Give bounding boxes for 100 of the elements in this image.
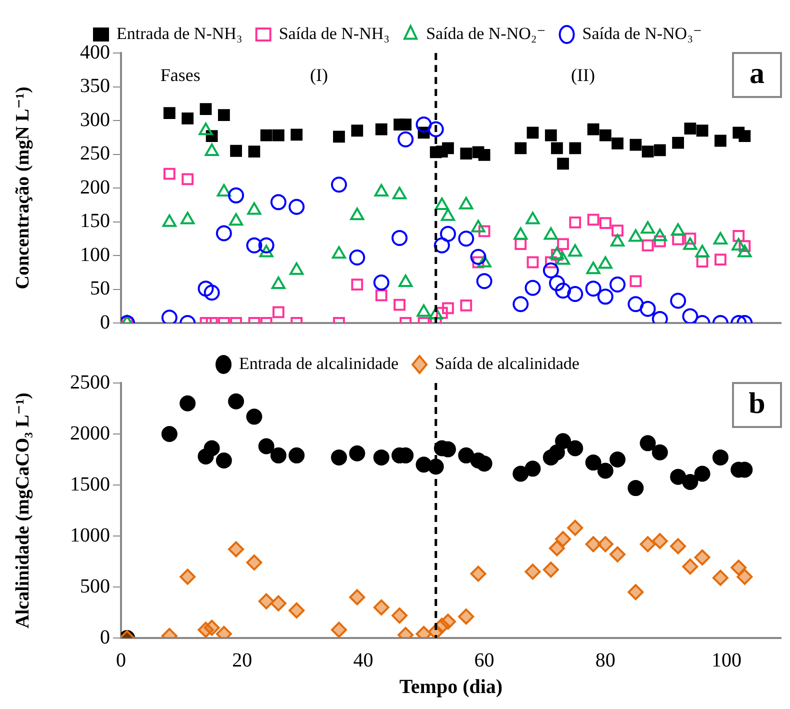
point: [459, 196, 474, 210]
point: [259, 244, 274, 258]
point: [654, 144, 666, 156]
annotation: a: [750, 56, 764, 90]
point: [218, 109, 230, 122]
point: [204, 620, 220, 636]
point: [671, 223, 686, 236]
point: [392, 608, 408, 624]
point: [162, 214, 177, 227]
point: [597, 536, 614, 552]
point: [557, 238, 569, 250]
point: [349, 589, 366, 606]
point: [440, 226, 456, 242]
point: [460, 300, 472, 312]
y-tick-label: 200: [80, 176, 110, 198]
point: [640, 300, 656, 317]
point: [271, 276, 286, 290]
y-tick-label: 0: [100, 626, 110, 648]
point: [470, 248, 486, 265]
point: [542, 262, 559, 278]
point: [200, 103, 212, 115]
point: [730, 560, 747, 576]
point: [587, 123, 600, 136]
point: [682, 308, 698, 323]
point: [544, 129, 557, 142]
point: [696, 256, 708, 268]
point: [567, 520, 584, 536]
y-tick-label: 50: [90, 278, 110, 300]
point: [375, 123, 388, 136]
point: [350, 208, 364, 220]
point: [247, 202, 262, 215]
point: [714, 254, 726, 266]
point: [374, 184, 388, 197]
point: [258, 237, 274, 254]
y-axis-title: Alcalinidade (mgCaCO₃ L⁻¹): [12, 392, 34, 628]
point: [732, 230, 745, 242]
point: [569, 142, 582, 154]
point: [351, 278, 364, 290]
point: [270, 194, 286, 210]
legend-label: Saída de N-NH₃: [278, 24, 390, 43]
point: [428, 121, 444, 138]
point: [640, 435, 656, 452]
point: [258, 438, 274, 454]
point: [216, 225, 232, 242]
point: [248, 146, 260, 158]
point: [524, 564, 541, 580]
point: [246, 408, 262, 425]
point: [682, 558, 698, 575]
point: [612, 138, 624, 150]
point: [230, 144, 242, 157]
point: [694, 549, 710, 566]
point: [204, 440, 220, 456]
point: [290, 128, 303, 141]
y-tick-label: 1000: [70, 524, 110, 546]
point: [228, 213, 244, 226]
point: [630, 275, 642, 288]
point: [652, 444, 668, 460]
point: [440, 208, 456, 221]
point: [670, 538, 686, 554]
point: [585, 536, 602, 552]
point: [163, 107, 176, 120]
point: [514, 142, 527, 154]
point: [442, 302, 454, 314]
point: [585, 280, 602, 297]
point: [398, 274, 413, 287]
point: [542, 562, 559, 578]
point: [270, 447, 286, 464]
point: [272, 306, 284, 318]
point: [672, 136, 684, 149]
point: [228, 393, 244, 410]
point: [628, 584, 644, 600]
point: [587, 214, 600, 226]
point: [288, 198, 305, 215]
point: [599, 129, 612, 142]
point: [738, 130, 751, 142]
y-tick-label: 400: [80, 41, 110, 64]
point: [290, 262, 304, 275]
point: [514, 227, 528, 240]
point: [713, 232, 728, 244]
point: [544, 256, 557, 268]
point: [694, 466, 710, 482]
point: [204, 284, 220, 301]
legend-label: Entrada de N-NH₃: [116, 24, 242, 43]
point: [556, 252, 570, 265]
point: [586, 262, 600, 274]
point: [544, 227, 558, 240]
point: [163, 168, 176, 180]
point: [477, 254, 492, 268]
point: [258, 593, 274, 610]
point: [714, 134, 726, 147]
point: [332, 246, 346, 259]
point: [670, 468, 686, 485]
point: [630, 138, 642, 151]
point: [204, 144, 219, 156]
point: [416, 116, 432, 133]
point: [640, 536, 656, 552]
x-tick-label: 20: [232, 649, 252, 672]
point: [333, 130, 345, 143]
point: [392, 230, 408, 246]
point: [551, 142, 563, 154]
